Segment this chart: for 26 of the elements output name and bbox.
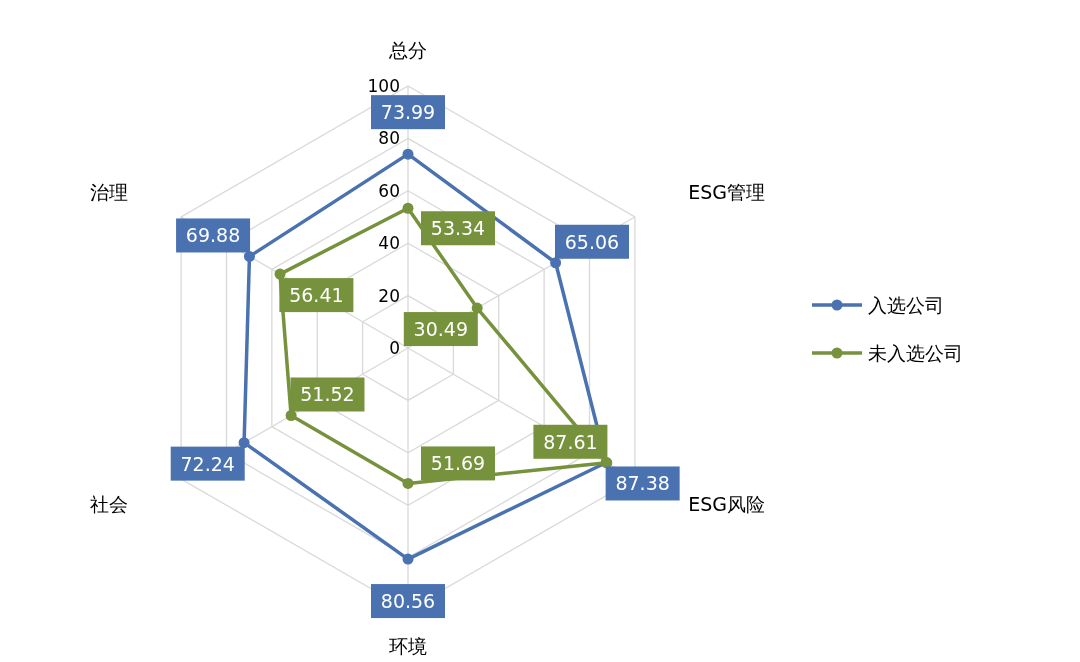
spoke-label: 治理 (89, 181, 128, 203)
spoke-label: ESG管理 (688, 181, 765, 203)
legend-label: 入选公司 (868, 294, 944, 316)
data-label: 69.88 (185, 224, 241, 247)
data-label: 72.24 (180, 452, 235, 475)
data-label: 51.52 (300, 383, 355, 406)
data-label: 65.06 (564, 230, 620, 253)
data-label: 53.34 (430, 217, 486, 240)
data-label: 87.38 (615, 472, 670, 495)
spoke-label: 环境 (389, 635, 427, 657)
data-label: 30.49 (413, 318, 469, 341)
spoke-label: 社会 (89, 493, 128, 515)
data-label: 87.61 (543, 430, 598, 453)
y-tick-label: 100 (367, 76, 400, 96)
spoke-label: 总分 (388, 39, 427, 61)
y-tick-label: 40 (378, 233, 400, 254)
legend-label: 未入选公司 (868, 342, 963, 364)
y-tick-label: 20 (378, 285, 400, 306)
data-label: 56.41 (289, 284, 344, 307)
data-label: 51.69 (430, 452, 486, 475)
y-tick-label: 0 (389, 338, 400, 358)
y-tick-label: 80 (378, 128, 400, 149)
data-label: 73.99 (380, 101, 436, 124)
spoke-label: ESG风险 (688, 493, 765, 515)
y-tick-label: 60 (378, 180, 400, 201)
data-label: 80.56 (380, 590, 436, 613)
